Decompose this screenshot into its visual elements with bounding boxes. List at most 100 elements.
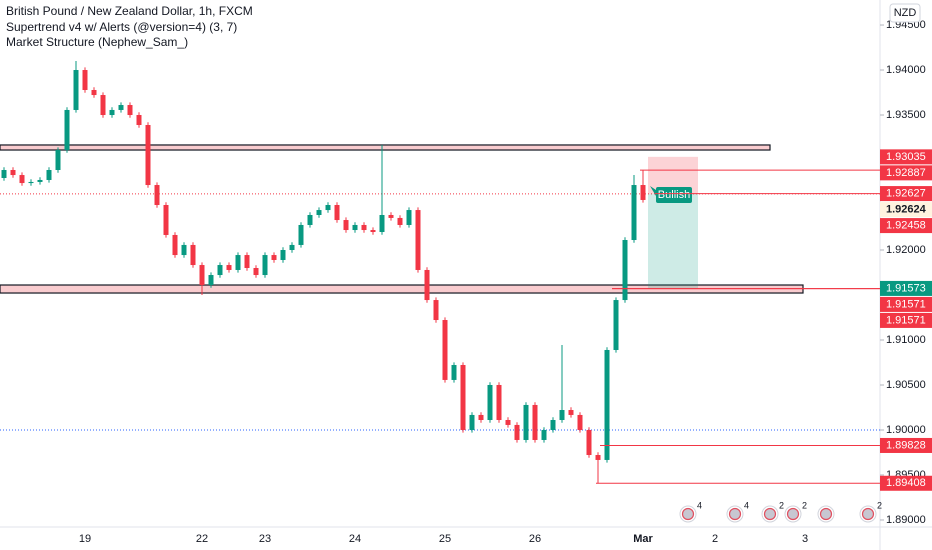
price-label: 1.93035: [886, 151, 926, 163]
y-tick-label: 1.91000: [886, 334, 926, 346]
candle-body: [10, 169, 16, 176]
event-count: 4: [697, 500, 702, 510]
event-badge-flag: [861, 507, 875, 521]
candle-body: [271, 255, 277, 260]
price-label-box: [880, 437, 932, 453]
currency-label[interactable]: NZD: [894, 7, 917, 19]
candle-body: [190, 244, 196, 266]
candle-body: [55, 150, 61, 170]
price-label-box: [880, 149, 932, 165]
x-tick-label: 26: [529, 533, 541, 545]
price-label: 1.92458: [886, 219, 926, 231]
candle-body: [397, 217, 403, 225]
price-label: 1.91571: [886, 314, 926, 326]
candle-body: [181, 244, 187, 256]
x-tick-label: 19: [79, 533, 91, 545]
candle-body: [352, 224, 358, 231]
price-label: 1.92624: [886, 203, 927, 215]
price-label: 1.91573: [886, 282, 926, 294]
y-tick-label: 1.90000: [886, 424, 926, 436]
event-count: 2: [802, 500, 807, 510]
candle-body: [469, 414, 475, 430]
candle-body: [487, 384, 493, 420]
candle-body: [253, 267, 259, 276]
candle-body: [154, 185, 160, 206]
candle-body: [163, 205, 169, 235]
axes: 1.945001.940001.935001.920001.910001.905…: [79, 19, 932, 545]
event-count: 2: [779, 500, 784, 510]
x-tick-label: 25: [439, 533, 451, 545]
candle-body: [460, 365, 466, 430]
candle-body: [343, 220, 349, 231]
candle-body: [226, 265, 232, 270]
candle-body: [316, 210, 322, 215]
price-label-box: [880, 475, 932, 491]
structure-zone: [0, 144, 771, 151]
candle-body: [145, 125, 151, 186]
candle-body: [478, 414, 484, 420]
signal-pointer: [650, 186, 656, 196]
y-tick-label: 1.90500: [886, 379, 926, 391]
x-tick-label: 2: [712, 533, 718, 545]
candle-body: [208, 275, 214, 286]
candle-body: [217, 265, 223, 276]
candle-body: [379, 214, 385, 233]
indicator-label: Market Structure (Nephew_Sam_): [6, 35, 188, 49]
candle-body: [334, 205, 340, 221]
candle-body: [550, 419, 556, 430]
candle-body: [523, 404, 529, 440]
candle-body: [631, 185, 637, 241]
x-tick-label: 3: [802, 533, 808, 545]
price-label-box: [880, 186, 932, 202]
target-zone: [648, 193, 698, 289]
candle-body: [136, 115, 142, 126]
candle-body: [388, 214, 394, 218]
candle-body: [532, 404, 538, 440]
price-label: 1.92627: [886, 187, 926, 199]
y-tick-label: 1.89000: [886, 514, 926, 526]
price-label-box: [880, 312, 932, 328]
event-badge-flag: [819, 507, 833, 521]
candle-body: [37, 179, 43, 182]
candle-body: [496, 384, 502, 420]
candle-body: [325, 205, 331, 211]
x-tick-label: 22: [196, 533, 208, 545]
candle-body: [82, 70, 88, 90]
x-tick-label: 23: [259, 533, 271, 545]
signal-box: [656, 187, 692, 203]
candle-body: [406, 210, 412, 225]
candle-body: [433, 300, 439, 321]
y-tick-label: 1.92000: [886, 244, 926, 256]
currency-box[interactable]: [889, 3, 921, 23]
price-label: 1.89828: [886, 439, 926, 451]
candle-body: [307, 214, 313, 225]
candle-body: [640, 185, 646, 200]
event-badge-flag: [681, 507, 695, 521]
candle-body: [109, 109, 115, 116]
indicator-label: Supertrend v4 w/ Alerts (@version=4) (3,…: [6, 20, 237, 34]
event-count: 2: [877, 500, 882, 510]
candle-body: [91, 89, 97, 96]
event-badge-flag: [786, 507, 800, 521]
candle-body: [100, 95, 106, 116]
candle-body: [622, 240, 628, 301]
candle-body: [577, 414, 583, 430]
candle-body: [244, 255, 250, 268]
price-label-box: [880, 202, 932, 218]
candle-body: [559, 410, 565, 420]
candle-body: [28, 181, 34, 184]
event-badge-flag: [763, 507, 777, 521]
candle-body: [64, 109, 70, 151]
candle-body: [235, 255, 241, 270]
candle-body: [73, 70, 79, 110]
price-label-box: [880, 280, 932, 296]
candle-body: [1, 169, 7, 179]
price-label: 1.92887: [886, 167, 926, 179]
event-count: 4: [744, 500, 749, 510]
candle-body: [289, 244, 295, 251]
x-tick-label: Mar: [633, 533, 653, 545]
y-tick-label: 1.93500: [886, 109, 926, 121]
candle-body: [370, 230, 376, 233]
